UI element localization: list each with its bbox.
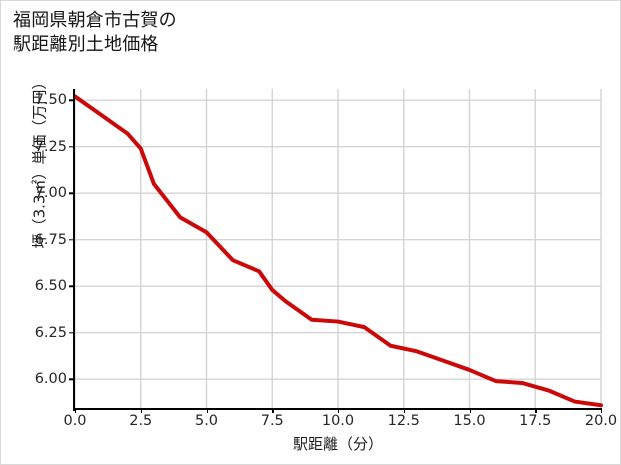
y-tick-label: 6.25 [34, 324, 67, 341]
y-tick-label: 6.00 [34, 371, 67, 388]
x-axis-title: 駅距離（分） [292, 435, 383, 453]
x-tick-mark [403, 409, 406, 413]
y-tick-mark [69, 332, 73, 334]
y-tick-labels: 6.00 6.25 6.50 6.75 7.00 7.25 7.50 [1, 1, 67, 464]
plot-area [75, 89, 601, 409]
y-tick-label: 6.50 [34, 278, 67, 295]
price-line-series [75, 89, 601, 409]
gridlines [74, 89, 602, 409]
y-tick-mark [69, 99, 73, 101]
x-tick-label: 12.5 [387, 413, 420, 429]
y-axis-title: 坪（3.3㎡）単価（万円） [30, 74, 49, 249]
x-tick-mark [206, 409, 208, 413]
y-tick-mark [69, 238, 73, 241]
y-tick-mark [69, 285, 73, 287]
y-tick-mark [69, 145, 73, 148]
y-axis-line [73, 89, 76, 411]
x-tick-mark [535, 409, 537, 413]
x-tick-label: 5.0 [194, 413, 219, 429]
x-tick-mark [140, 409, 143, 413]
y-tick-label: 6.75 [34, 231, 67, 248]
y-tick-label: 7.00 [34, 185, 67, 202]
x-tick-mark [469, 409, 471, 413]
y-tick-mark [69, 192, 73, 194]
x-tick-label: 17.5 [519, 413, 552, 429]
x-axis-line [73, 408, 602, 411]
x-tick-label: 0.0 [63, 413, 87, 429]
page-title: 福岡県朝倉市古賀の 駅距離別土地価格 [13, 10, 177, 56]
x-tick-label: 15.0 [453, 413, 486, 429]
y-tick-label: 7.50 [34, 92, 67, 109]
y-tick-mark [69, 378, 73, 380]
x-tick-mark [338, 409, 340, 413]
y-tick-label: 7.25 [34, 138, 67, 155]
x-tick-label: 7.5 [260, 413, 284, 429]
x-tick-label: 2.5 [129, 413, 153, 429]
x-tick-mark [601, 409, 603, 413]
x-tick-mark [75, 409, 77, 413]
x-tick-label: 20.0 [584, 413, 618, 429]
price-line [75, 96, 601, 405]
x-tick-label: 10.0 [321, 413, 355, 429]
x-tick-mark [272, 409, 274, 413]
